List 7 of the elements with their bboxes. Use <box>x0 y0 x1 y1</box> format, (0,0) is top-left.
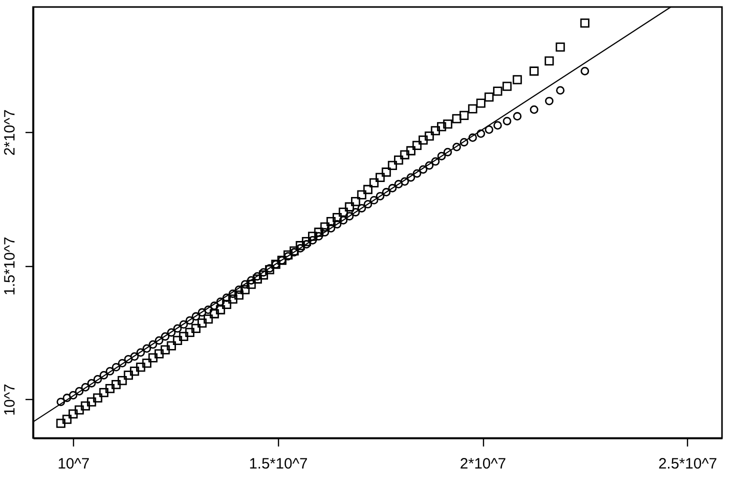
x-tick-label: 2*10^7 <box>460 456 506 472</box>
x-tick-label: 2.5*10^7 <box>658 456 718 472</box>
y-tick-label: 1.5*10^7 <box>2 236 18 296</box>
x-tick-label: 10^7 <box>58 456 90 472</box>
y-tick-label: 10^7 <box>2 384 18 416</box>
y-tick-label: 2*10^7 <box>2 109 18 156</box>
x-tick-label: 1.5*10^7 <box>248 456 308 472</box>
